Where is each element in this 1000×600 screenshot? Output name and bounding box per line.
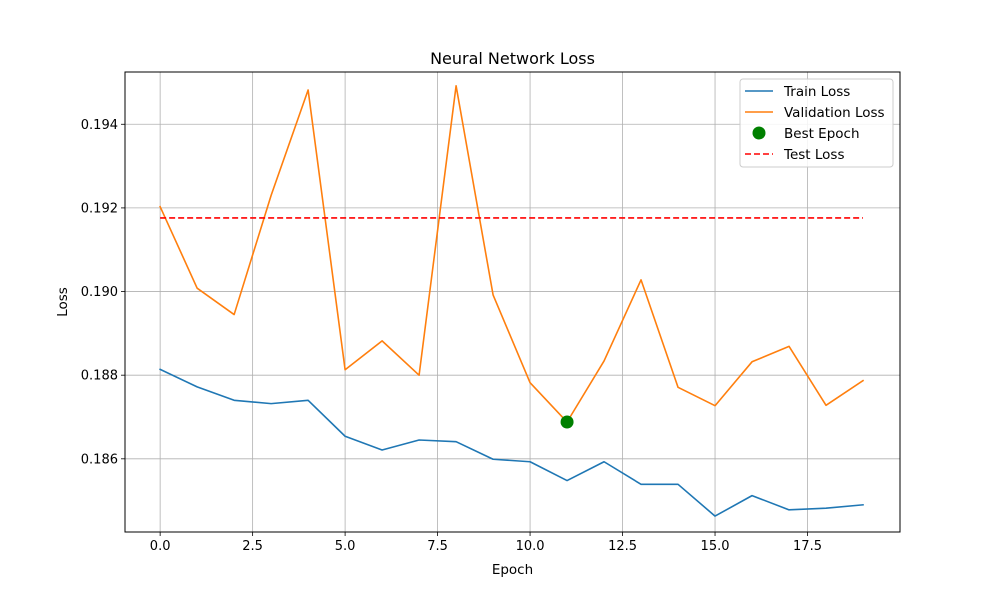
x-tick-label: 7.5 (427, 539, 448, 554)
x-tick-label: 10.0 (516, 539, 545, 554)
x-tick-label: 5.0 (335, 539, 356, 554)
legend-label-test-loss: Test Loss (783, 147, 845, 163)
x-tick-label: 15.0 (701, 539, 730, 554)
legend-swatch-best-epoch (752, 126, 766, 140)
legend: Train Loss Validation Loss Best Epoch Test … (739, 78, 894, 168)
x-tick-label: 17.5 (793, 539, 822, 554)
validation-loss-line (159, 85, 865, 423)
train-loss-line (159, 368, 864, 517)
chart-title: Neural Network Loss (430, 49, 595, 68)
y-tick-label: 0.188 (81, 369, 118, 384)
ticks: 0.0 2.5 5.0 7.5 10.0 12.5 15.0 17.5 0.186 0.188 0.… (81, 118, 822, 554)
y-tick-label: 0.186 (81, 452, 118, 467)
y-tick-label: 0.194 (81, 118, 118, 133)
y-tick-label: 0.192 (81, 201, 118, 216)
x-tick-label: 0.0 (150, 539, 171, 554)
legend-box (739, 78, 894, 168)
y-tick-label: 0.190 (81, 285, 118, 300)
series-layer (159, 85, 865, 517)
plot-frame (124, 71, 901, 533)
x-tick-label: 12.5 (608, 539, 637, 554)
legend-label-train-loss: Train Loss (783, 84, 850, 100)
legend-label-best-epoch: Best Epoch (784, 126, 860, 142)
x-axis-label: Epoch (492, 562, 533, 578)
legend-label-validation-loss: Validation Loss (784, 105, 885, 121)
y-axis-label: Loss (55, 287, 71, 317)
x-tick-label: 2.5 (242, 539, 263, 554)
best-epoch-point (560, 415, 574, 429)
